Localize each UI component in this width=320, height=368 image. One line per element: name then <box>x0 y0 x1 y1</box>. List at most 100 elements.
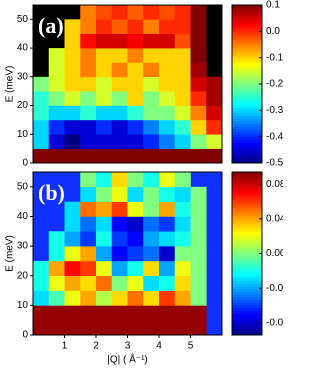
heatmap-cell <box>64 62 81 78</box>
colorbar-segment <box>232 10 262 14</box>
heatmap-cell <box>127 305 144 321</box>
heatmap-cell <box>96 231 113 247</box>
heatmap-cell <box>127 76 144 92</box>
heatmap-cell <box>174 119 191 135</box>
colorbar-segment <box>232 134 262 138</box>
colorbar-segment <box>232 15 262 19</box>
heatmap-cell <box>127 260 144 277</box>
heatmap-cell <box>190 231 207 247</box>
heatmap-cell <box>48 148 65 164</box>
heatmap-cell <box>190 246 207 262</box>
heatmap-cell <box>174 305 191 321</box>
heatmap-cell <box>159 172 176 188</box>
heatmap-cell <box>48 62 65 78</box>
colorbar-segment <box>232 99 262 103</box>
heatmap-cell <box>206 119 223 135</box>
colorbar-segment <box>232 36 262 40</box>
heatmap-cell <box>159 62 176 78</box>
colorbar-segment <box>232 250 262 254</box>
heatmap-cell <box>174 62 191 78</box>
colorbar-segment <box>232 123 262 127</box>
heatmap-cell <box>80 305 97 321</box>
heatmap-cell <box>174 33 191 49</box>
heatmap-cell <box>206 105 223 121</box>
heatmap-cell <box>48 275 65 291</box>
heatmap-cell <box>174 48 191 63</box>
heatmap-cell <box>111 260 128 277</box>
heatmap-cell <box>96 105 113 121</box>
heatmap-cell <box>80 186 97 202</box>
heatmap-cell <box>190 305 207 321</box>
colorbar-segment <box>232 139 262 143</box>
heatmap-cell <box>127 216 144 232</box>
heatmap-cell <box>80 48 97 63</box>
heatmap-cell <box>111 201 128 217</box>
heatmap-cell <box>64 305 81 321</box>
y-tick-label: 0 <box>22 330 28 341</box>
colorbar-segment <box>232 264 262 268</box>
heatmap-cell <box>111 186 128 202</box>
colorbar-segment <box>232 28 262 32</box>
colorbar-segment <box>232 141 262 145</box>
colorbar-segment <box>232 315 262 320</box>
heatmap-cell <box>96 275 113 291</box>
heatmap-cell <box>64 76 81 92</box>
colorbar-segment <box>232 91 262 95</box>
heatmap-cell <box>80 231 97 247</box>
heatmap-cell <box>127 134 144 149</box>
colorbar-segment <box>232 188 262 192</box>
colorbar-segment <box>232 267 262 271</box>
y-tick-label: 30 <box>17 241 29 252</box>
heatmap-cell <box>159 76 176 92</box>
colorbar-segment <box>232 321 262 325</box>
heatmap-cell <box>190 48 207 63</box>
colorbar-segment <box>232 84 262 88</box>
heatmap-cell <box>159 305 176 321</box>
colorbar-segment <box>232 277 262 282</box>
colorbar-segment <box>232 39 262 43</box>
heatmap-cell <box>174 5 191 20</box>
heatmap-cell <box>80 62 97 78</box>
heatmap-cell <box>143 186 160 202</box>
heatmap-cell <box>96 91 113 106</box>
colorbar-segment <box>232 107 262 111</box>
heatmap-cell <box>33 320 50 336</box>
colorbar-segment <box>232 296 262 301</box>
colorbar-tick-label: -0.4 <box>266 131 283 142</box>
colorbar-segment <box>232 310 262 314</box>
colorbar-segment <box>232 332 262 336</box>
heatmap-cell <box>174 148 191 164</box>
heatmap-cell <box>159 320 176 336</box>
heatmap-cell <box>143 305 160 321</box>
heatmap-cell <box>174 290 191 306</box>
heatmap-cell <box>64 119 81 135</box>
colorbar-segment <box>232 212 262 216</box>
heatmap-cell <box>33 119 50 135</box>
colorbar-segment <box>232 128 262 132</box>
heatmap-cell <box>48 134 65 149</box>
heatmap-cell <box>174 216 191 232</box>
heatmap-cell <box>96 172 113 188</box>
heatmap-cell <box>143 148 160 164</box>
heatmap-cell <box>190 5 207 20</box>
heatmap-cell <box>64 33 81 49</box>
heatmap-cell <box>174 186 191 202</box>
heatmap-cell <box>96 260 113 277</box>
heatmap-cell <box>111 62 128 78</box>
heatmap-cell <box>48 105 65 121</box>
heatmap-cell <box>96 305 113 321</box>
heatmap-cell <box>143 320 160 336</box>
heatmap-cell <box>190 275 207 291</box>
colorbar-segment <box>232 288 262 292</box>
colorbar-segment <box>232 47 262 51</box>
heatmap-cell <box>143 62 160 78</box>
heatmap-cell <box>159 290 176 306</box>
colorbar-segment <box>232 172 262 176</box>
colorbar-tick-label: -0.04 <box>266 283 283 294</box>
colorbar-segment <box>232 81 262 85</box>
colorbar-segment <box>232 302 262 306</box>
y-tick-label: 20 <box>17 270 29 281</box>
heatmap-cell <box>80 5 97 20</box>
heatmap-cell <box>159 119 176 135</box>
